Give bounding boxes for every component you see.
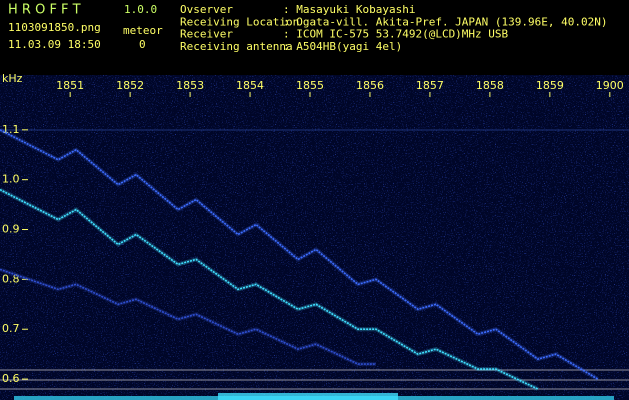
counter-label: meteor: [123, 24, 163, 37]
x-tick-label: 1857: [416, 79, 444, 92]
timestamp: 11.03.09 18:50: [8, 38, 101, 51]
x-tick-label: 1854: [236, 79, 264, 92]
version: 1.0.0: [124, 3, 157, 16]
info-value: : ICOM IC-575 53.7492(@LCD)MHz USB: [283, 28, 509, 41]
y-tick-label: 0.9: [2, 223, 20, 236]
app-name: H R O F F T: [8, 3, 81, 18]
echo-trace: [0, 268, 376, 365]
y-tick-label: 0.8: [2, 272, 20, 285]
file-name: 1103091850.png: [8, 21, 101, 34]
x-tick-label: 1856: [356, 79, 384, 92]
x-tick-label: 1859: [536, 79, 564, 92]
y-tick-label: 0.7: [2, 322, 20, 335]
info-label: Receiver: [180, 28, 233, 41]
info-label: Receiving Location: [180, 15, 299, 28]
x-tick-label: 1853: [176, 79, 204, 92]
y-axis-label: kHz: [2, 72, 23, 85]
x-tick-label: 1851: [56, 79, 84, 92]
echo-trace: [0, 129, 599, 380]
noise: [0, 75, 629, 400]
info-label: Ovserver: [180, 3, 233, 16]
y-tick-label: 1.0: [2, 173, 20, 186]
info-label: Receiving antenna: [180, 40, 293, 53]
info-value: : Ogata-vill. Akita-Pref. JAPAN (139.96E…: [283, 15, 608, 28]
echo-trace: [0, 188, 539, 390]
info-value: : Masayuki Kobayashi: [283, 3, 415, 16]
x-tick-label: 1858: [476, 79, 504, 92]
x-tick-label: 1900: [596, 79, 624, 92]
counter-value: 0: [139, 38, 146, 51]
info-value: : A504HB(yagi 4el): [283, 40, 402, 53]
spectrum-strip: [218, 393, 398, 400]
x-tick-label: 1852: [116, 79, 144, 92]
y-tick-label: 0.6: [2, 372, 20, 385]
x-tick-label: 1855: [296, 79, 324, 92]
